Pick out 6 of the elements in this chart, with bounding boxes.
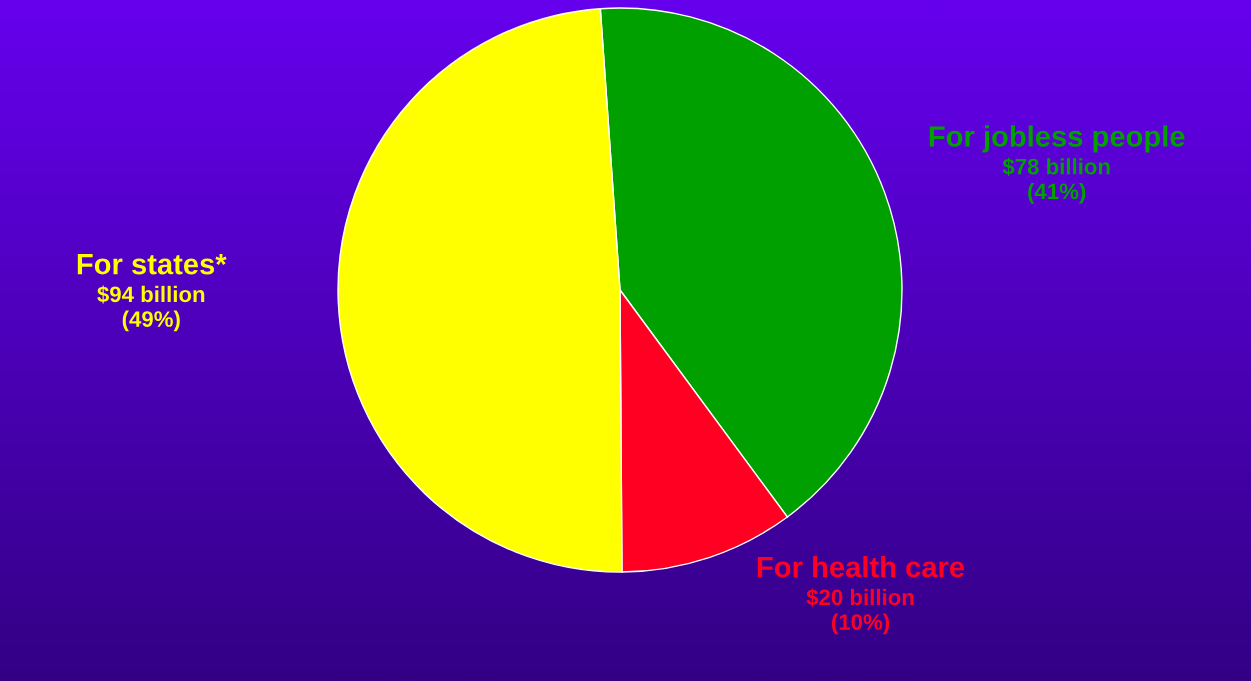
data-label: $78 billion (41%) — [1002, 157, 1110, 204]
slice-label: For health care — [757, 556, 965, 578]
data-label: $20 billion (10%) — [806, 588, 914, 635]
slice-label: For states* — [77, 254, 227, 275]
data-label: $94 billion (49%) — [97, 285, 205, 332]
slice-label: For jobless people — [929, 125, 1185, 153]
